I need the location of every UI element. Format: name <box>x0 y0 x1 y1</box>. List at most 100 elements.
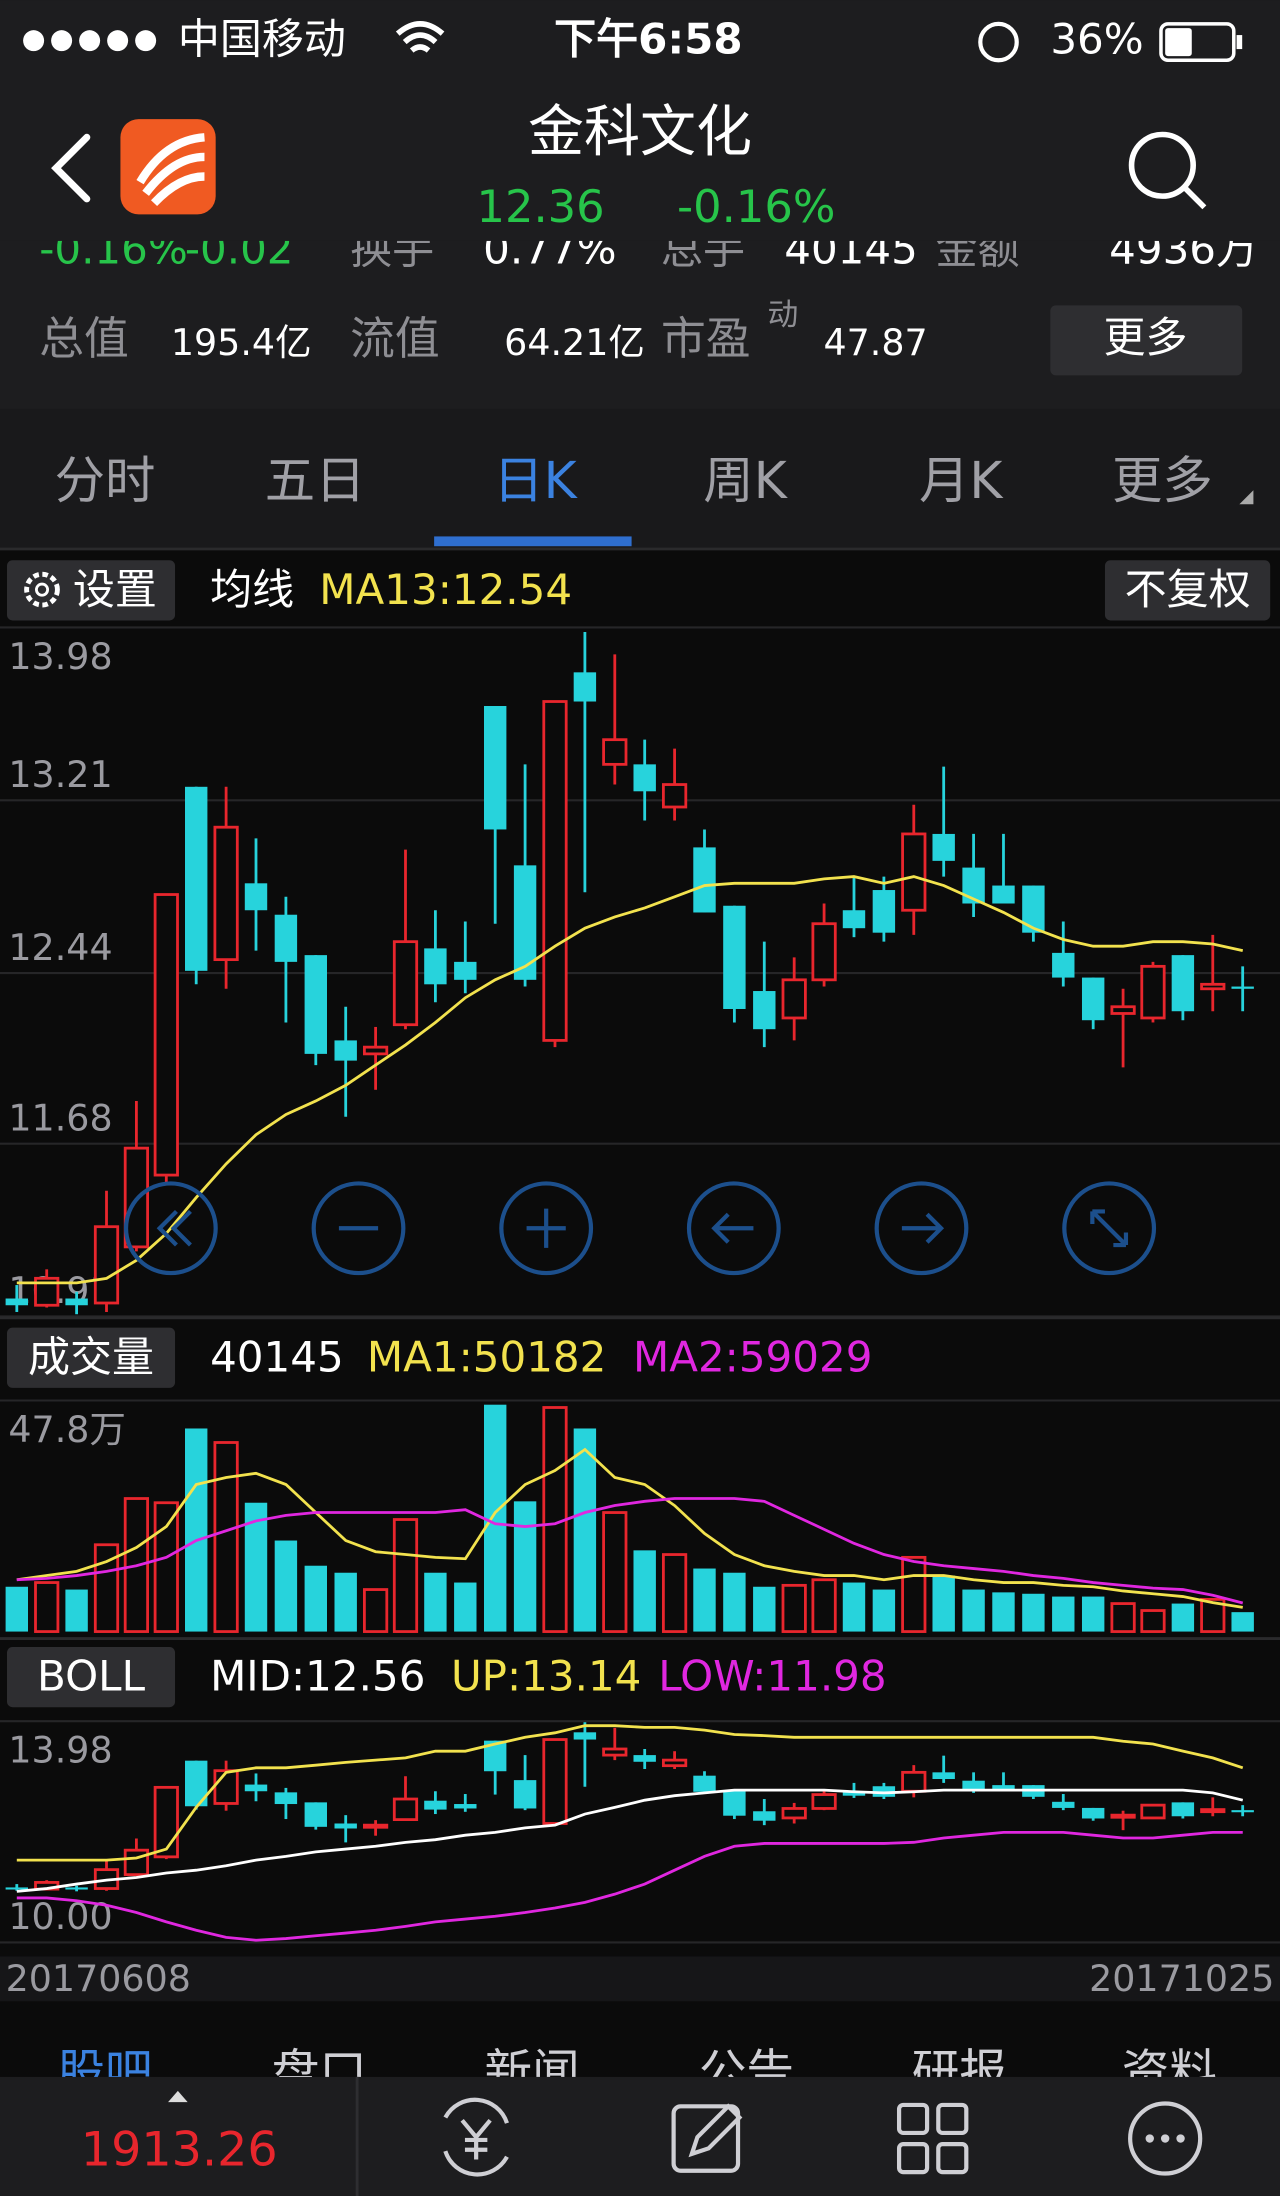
battery-percent: 36% <box>1050 15 1143 64</box>
more-button[interactable] <box>1050 305 1243 376</box>
control-zoom-in[interactable] <box>499 1181 594 1276</box>
chart-controls <box>123 1181 1157 1276</box>
search-icon <box>1128 131 1196 199</box>
carrier: 中国移动 <box>178 15 346 64</box>
more-triangle <box>1239 490 1254 505</box>
candle-body <box>304 1802 328 1827</box>
period-tab[interactable]: 五日 <box>265 451 366 510</box>
volume-bar <box>334 1572 357 1632</box>
quote-value: 64.21亿 <box>504 321 645 364</box>
volume-bar <box>992 1592 1015 1632</box>
boll-title: BOLL <box>37 1652 146 1701</box>
volume-bar <box>5 1586 29 1632</box>
yen-sign <box>460 2118 492 2160</box>
volume-bar <box>362 1588 389 1633</box>
candle-body <box>184 1760 208 1807</box>
candle-body <box>693 847 716 913</box>
candle-body <box>454 1804 477 1809</box>
candle-body <box>693 1775 716 1792</box>
candle-body <box>392 940 419 1027</box>
candle-body <box>962 867 985 904</box>
stock-name: 金科文化 <box>528 100 752 165</box>
grid-icon[interactable] <box>896 2102 930 2136</box>
y-tick-label: 12.44 <box>8 926 112 969</box>
candle-body <box>334 1823 357 1829</box>
dot <box>1176 2134 1185 2143</box>
index-value[interactable]: 1913.26 <box>81 2123 278 2178</box>
candle-body <box>1200 1808 1226 1814</box>
search-button[interactable] <box>1128 131 1207 210</box>
boll-up-line <box>16 1724 1244 1862</box>
candle-body <box>1140 1803 1166 1820</box>
candle-body <box>573 1732 597 1740</box>
candle-body <box>213 825 239 962</box>
start-date: 20170608 <box>6 1957 191 2000</box>
volume-bar <box>424 1572 447 1632</box>
boll-button[interactable] <box>7 1646 176 1708</box>
quote-value: 47.87 <box>823 321 927 364</box>
control-fullscreen-icon <box>1090 1209 1129 1248</box>
candle-body <box>362 1823 389 1829</box>
control-zoom-out[interactable] <box>311 1181 406 1276</box>
candle-body <box>723 905 746 1009</box>
rotation-lock <box>978 21 1019 63</box>
candle-body <box>274 1792 298 1805</box>
period-tab[interactable]: 分时 <box>55 451 156 510</box>
trade-icon[interactable] <box>443 2097 509 2177</box>
signal <box>23 30 157 52</box>
candle-body <box>633 1755 656 1762</box>
control-right[interactable] <box>874 1181 969 1276</box>
volume-bar <box>1140 1609 1166 1633</box>
candle-body <box>1231 986 1254 989</box>
candle-body <box>1200 982 1226 991</box>
adjust-button[interactable] <box>1104 560 1271 621</box>
y-tick-label: 13.98 <box>8 1729 112 1772</box>
bottom-icons <box>443 2097 1203 2177</box>
volume-button[interactable] <box>7 1327 176 1388</box>
candle-body <box>5 1298 29 1306</box>
candle-body <box>1022 885 1045 933</box>
ma13-line <box>16 875 1244 1285</box>
wifi-icon <box>395 21 445 53</box>
control-left[interactable] <box>686 1181 781 1276</box>
note-icon[interactable] <box>671 2104 741 2173</box>
app-logo <box>136 133 205 207</box>
settings-button[interactable] <box>7 560 176 621</box>
candle-body <box>1052 952 1075 978</box>
control-first[interactable] <box>123 1181 218 1276</box>
candle-body <box>153 893 179 1177</box>
volume-bar <box>901 1555 927 1633</box>
back-button[interactable] <box>51 133 91 203</box>
stock-change: -0.16% <box>677 180 835 233</box>
control-plus-icon <box>526 1208 566 1248</box>
period-tab[interactable]: 日K <box>493 451 578 510</box>
more-dots <box>1145 2134 1185 2143</box>
candle-body <box>1140 964 1166 1020</box>
volume-bar <box>213 1441 239 1633</box>
volume-ma1: MA1:50182 <box>367 1332 606 1381</box>
more-icon[interactable] <box>1128 2101 1203 2176</box>
grid-icon-cell <box>936 2142 969 2175</box>
candle-body <box>483 706 507 830</box>
quote-label: 市盈 <box>661 312 751 365</box>
index-arrow <box>168 2090 188 2103</box>
period-tab[interactable]: 更多 <box>1112 451 1213 510</box>
pen-icon <box>688 2103 743 2158</box>
grid-icon-cell <box>896 2142 930 2175</box>
control-fullscreen[interactable] <box>1062 1181 1157 1276</box>
end-date: 20171025 <box>1089 1957 1274 2000</box>
candle-body <box>1052 1801 1075 1808</box>
candle-body <box>424 1800 447 1810</box>
volume-bar <box>1081 1596 1105 1632</box>
gear-icon <box>24 571 60 608</box>
candle-body <box>781 1807 807 1820</box>
candle-body <box>661 783 688 809</box>
volume-bar <box>811 1578 837 1633</box>
y-tick-label: 13.98 <box>8 635 112 678</box>
period-tab[interactable]: 周K <box>703 451 788 510</box>
active-tab-indicator <box>434 536 632 547</box>
candle-body <box>901 832 927 912</box>
period-tab[interactable]: 月K <box>919 451 1004 510</box>
candle-body <box>811 1793 837 1810</box>
ma-label: 均线 <box>210 565 294 614</box>
